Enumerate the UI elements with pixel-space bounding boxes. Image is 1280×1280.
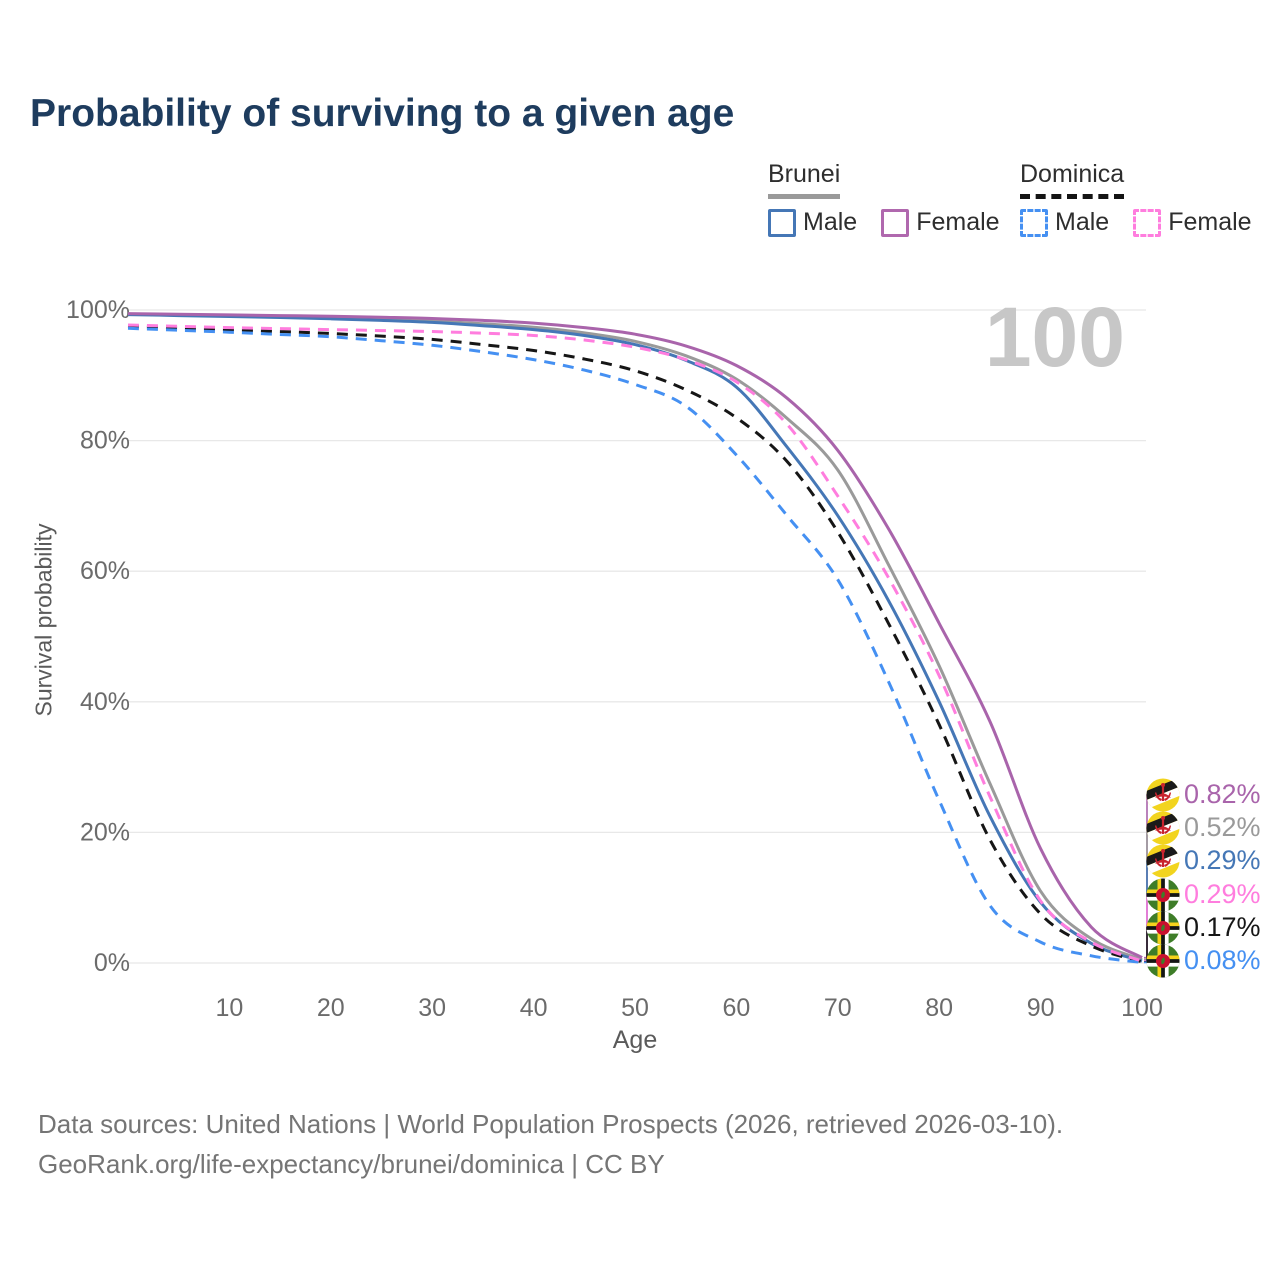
legend-group-dominica: Dominica Male Female: [1020, 160, 1252, 237]
series-line-dominica-female: [127, 323, 1143, 963]
dominica-flag-icon: [1146, 911, 1180, 945]
x-tick-label: 10: [215, 994, 243, 1022]
y-tick-label: 80%: [80, 427, 130, 455]
legend-swatch-icon: [881, 208, 910, 237]
y-axis-title: Survival probability: [30, 523, 57, 717]
brunei-flag-icon: [1146, 844, 1180, 878]
series-line-brunei-male: [127, 313, 1143, 963]
x-tick-label: 80: [925, 994, 953, 1022]
legend-item-label: Male: [1055, 208, 1110, 236]
end-label-flag: [1146, 944, 1180, 983]
end-label-flag: [1146, 911, 1180, 950]
end-value-label: 0.52%: [1184, 812, 1261, 843]
end-label-flag: [1146, 811, 1180, 850]
legend-title-brunei[interactable]: Brunei: [768, 160, 841, 199]
end-value-label: 0.82%: [1184, 778, 1261, 809]
series-line-dominica-male: [127, 326, 1143, 964]
brunei-flag-icon: [1146, 811, 1180, 845]
legend-item-brunei-female[interactable]: Female: [881, 208, 1000, 237]
y-tick-label: 0%: [94, 949, 130, 977]
x-tick-label: 40: [520, 994, 548, 1022]
y-tick-label: 40%: [80, 688, 130, 716]
legend-group-brunei: Brunei Male Female: [768, 160, 1000, 237]
dominica-flag-icon: [1146, 878, 1180, 912]
x-tick-label: 50: [621, 994, 649, 1022]
legend-title-dominica[interactable]: Dominica: [1020, 160, 1125, 199]
legend-swatch-icon: [1133, 208, 1162, 237]
x-tick-label: 100: [1121, 994, 1163, 1022]
footer-sources: Data sources: United Nations | World Pop…: [38, 1109, 1064, 1139]
x-tick-label: 70: [824, 994, 852, 1022]
legend-item-dominica-male[interactable]: Male: [1020, 208, 1109, 237]
y-tick-label: 100%: [66, 296, 130, 324]
watermark-age-100: 100: [985, 290, 1125, 384]
brunei-flag-icon: [1146, 778, 1180, 812]
footer: Data sources: United Nations | World Pop…: [38, 1104, 1063, 1184]
x-axis-title: Age: [612, 1026, 658, 1054]
legend-item-label: Male: [803, 208, 858, 236]
end-label-flag: [1146, 778, 1180, 817]
x-tick-label: 20: [317, 994, 345, 1022]
end-value-label: 0.08%: [1184, 944, 1261, 975]
end-label-flag: [1146, 878, 1180, 917]
x-tick-label: 90: [1027, 994, 1055, 1022]
legend-swatch-icon: [768, 208, 796, 237]
legend-item-label: Female: [1168, 208, 1252, 236]
legend-item-brunei-male[interactable]: Male: [768, 208, 857, 237]
end-value-label: 0.29%: [1184, 878, 1261, 909]
page-title: Probability of surviving to a given age: [30, 92, 735, 135]
y-tick-label: 20%: [80, 818, 130, 846]
dominica-flag-icon: [1146, 944, 1180, 978]
end-value-label: 0.29%: [1184, 845, 1261, 876]
x-tick-label: 60: [722, 994, 750, 1022]
legend-swatch-icon: [1020, 208, 1048, 237]
end-label-flag: [1146, 844, 1180, 883]
legend-item-label: Female: [916, 208, 1000, 236]
footer-attribution: GeoRank.org/life-expectancy/brunei/domin…: [38, 1149, 665, 1179]
end-value-label: 0.17%: [1184, 911, 1261, 942]
series-line-brunei: [127, 312, 1143, 961]
y-tick-label: 60%: [80, 557, 130, 585]
x-tick-label: 30: [418, 994, 446, 1022]
legend-item-dominica-female[interactable]: Female: [1133, 208, 1252, 237]
series-line-brunei-female: [127, 312, 1143, 959]
series-line-dominica: [127, 324, 1143, 964]
legend: Brunei Male Female Dominica Male: [0, 160, 1280, 250]
